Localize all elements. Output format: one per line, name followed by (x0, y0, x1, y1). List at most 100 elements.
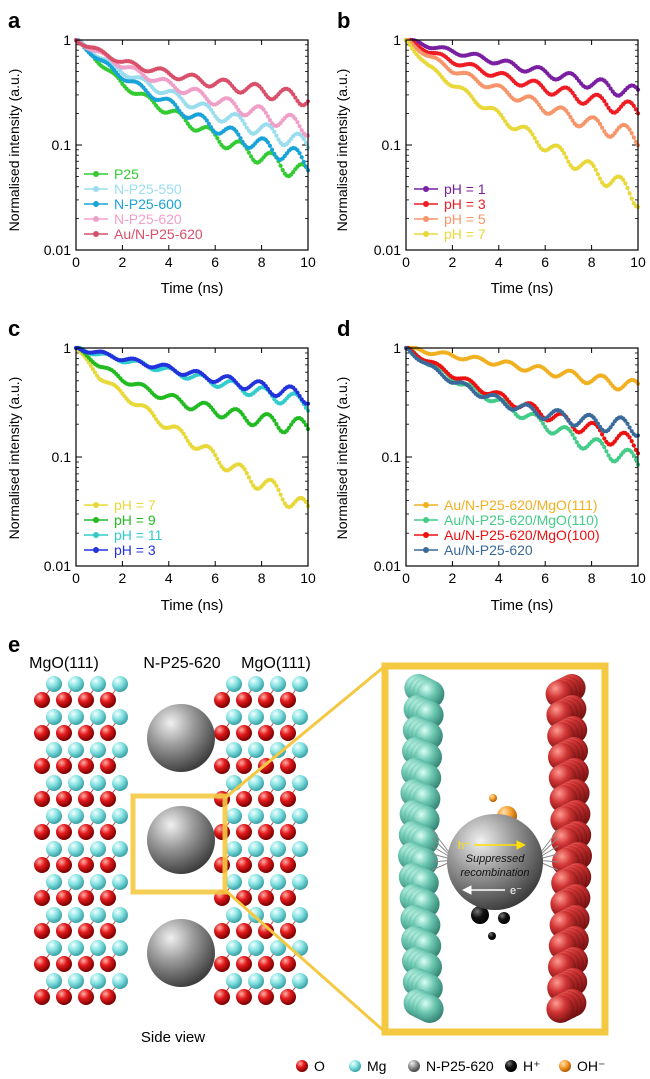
legend-label: Au/N-P25-620 (114, 226, 203, 242)
o-atom (34, 956, 50, 972)
mg-atom (248, 841, 264, 857)
o-atom (236, 857, 252, 873)
h-particle (471, 906, 489, 924)
legend-h-label: H⁺ (523, 1058, 541, 1074)
mg-atom (248, 874, 264, 890)
legend-marker (423, 186, 429, 192)
legend-marker (423, 547, 429, 553)
o-atom (78, 725, 94, 741)
x-tick-label: 0 (72, 254, 80, 270)
x-tick-label: 8 (588, 254, 596, 270)
mg-atom (292, 973, 308, 989)
plot-frame-b (405, 39, 639, 251)
o-atom (34, 791, 50, 807)
o-atom (56, 989, 72, 1005)
x-tick-label: 10 (630, 254, 646, 270)
x-axis-label: Time (ns) (491, 280, 554, 297)
legend-label: pH = 3 (444, 196, 486, 212)
o-atom (34, 692, 50, 708)
x-tick-label: 6 (541, 570, 549, 586)
x-axis-label: Time (ns) (161, 280, 224, 297)
mg-atom (46, 874, 62, 890)
x-tick-label: 6 (211, 570, 219, 586)
o-atom (100, 989, 116, 1005)
o-atom (236, 956, 252, 972)
mg-atom (226, 841, 242, 857)
mg-atom (112, 775, 128, 791)
mg-atom (226, 874, 242, 890)
zoom-mg-column (398, 674, 445, 1023)
panel-c-chart: c Normalised intensity (a.u.) Time (ns) … (6, 316, 316, 614)
panel-label-c: c (8, 316, 20, 341)
o-atom (78, 956, 94, 972)
x-tick-label: 6 (211, 254, 219, 270)
mg-atom (292, 808, 308, 824)
o-atom (56, 725, 72, 741)
x-tick-label: 0 (402, 254, 410, 270)
series-line (406, 347, 639, 390)
legend-marker (423, 502, 429, 508)
o-atom (214, 923, 230, 939)
o-atom (56, 692, 72, 708)
mg-atom (68, 973, 84, 989)
mg-atom (112, 841, 128, 857)
legend-label: pH = 11 (114, 527, 163, 543)
mg-atom (46, 907, 62, 923)
legend-label: pH = 7 (114, 497, 156, 513)
mg-atom (226, 775, 242, 791)
mg-atom (270, 808, 286, 824)
mg-atom (90, 676, 106, 692)
series-line (405, 39, 639, 208)
mg-atom (68, 742, 84, 758)
legend-label: pH = 7 (444, 226, 486, 242)
o-atom (100, 890, 116, 906)
legend-label: N-P25-550 (114, 181, 182, 197)
legend-oh-label: OH⁻ (577, 1058, 605, 1074)
x-tick-label: 10 (630, 570, 646, 586)
mg-atom (226, 808, 242, 824)
x-tick-label: 0 (72, 570, 80, 586)
mg-atom (292, 775, 308, 791)
o-atom (258, 989, 274, 1005)
np-sphere (147, 704, 215, 772)
h-particle (488, 932, 496, 940)
legend-a: P25N-P25-550N-P25-600N-P25-620Au/N-P25-6… (84, 166, 203, 242)
mg-atom (248, 709, 264, 725)
o-atom (236, 725, 252, 741)
mg-atom (112, 940, 128, 956)
o-atom (78, 692, 94, 708)
o-atom (280, 923, 296, 939)
o-atom (56, 923, 72, 939)
legend-label: Au/N-P25-620/MgO(111) (444, 497, 598, 513)
red-ball-icon (296, 1060, 308, 1072)
x-tick-label: 10 (300, 254, 316, 270)
plot-frame-d (405, 347, 639, 567)
panel-e-schematic: e MgO(111) N-P25-620 MgO(111) h⁺ Suppres… (8, 632, 609, 1074)
x-tick-label: 6 (541, 254, 549, 270)
series-3 (73, 37, 311, 138)
mg-atom (46, 841, 62, 857)
y-tick-label: 1 (63, 32, 71, 48)
o-atom (34, 758, 50, 774)
legend-d: Au/N-P25-620/MgO(111)Au/N-P25-620/MgO(11… (414, 497, 600, 558)
y-axis-label: Normalised intensity (a.u.) (6, 377, 22, 540)
x-tick-label: 2 (449, 254, 457, 270)
series-line (75, 39, 309, 136)
legend-label: P25 (114, 166, 139, 182)
legend-label: pH = 5 (444, 211, 486, 227)
legend-mg-label: Mg (367, 1058, 386, 1074)
o-atom (56, 791, 72, 807)
o-atom (100, 923, 116, 939)
mg-atom (248, 940, 264, 956)
x-tick-label: 2 (119, 254, 127, 270)
panel-b-chart: b Normalised intensity (a.u.) Time (ns) … (334, 8, 646, 297)
legend-marker (423, 231, 429, 237)
mg-atom (90, 907, 106, 923)
o-atom (100, 692, 116, 708)
mg-atom (46, 742, 62, 758)
o-atom (258, 857, 274, 873)
legend-marker (423, 201, 429, 207)
o-atom (280, 857, 296, 873)
mg-atom (112, 907, 128, 923)
e-minus-label: e⁻ (510, 885, 522, 897)
